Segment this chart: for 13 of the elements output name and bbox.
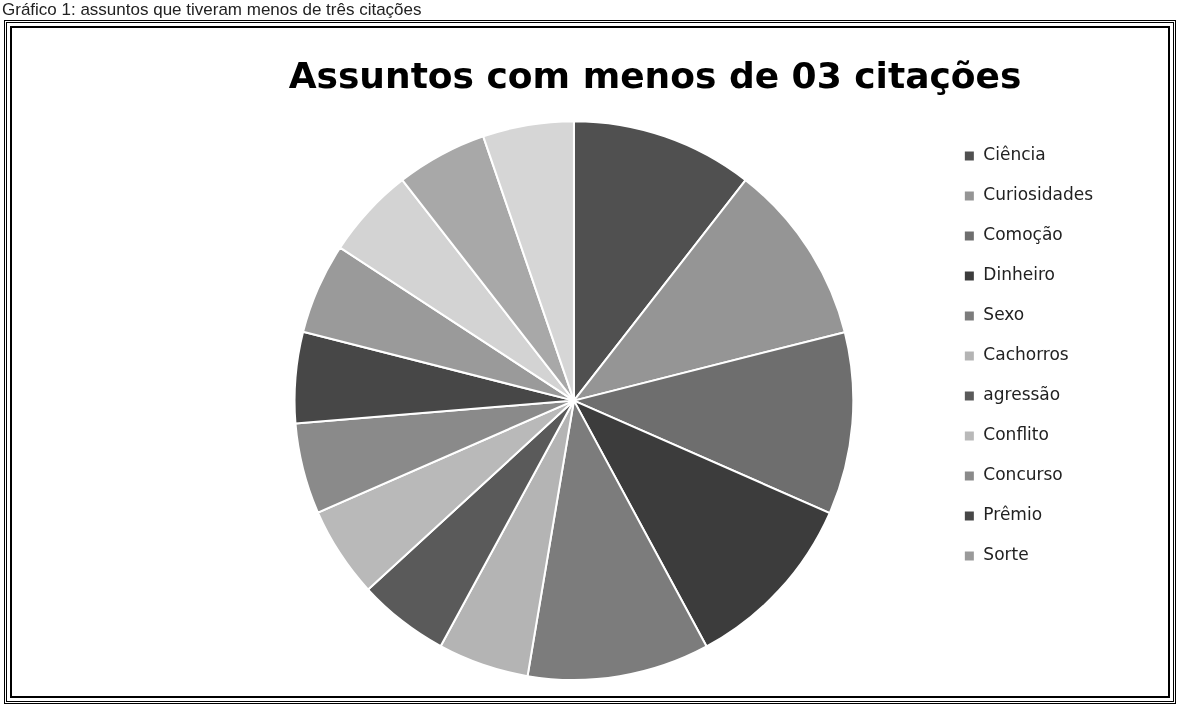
legend-label: Comoção <box>983 224 1063 245</box>
legend-label: Conflito <box>983 424 1049 445</box>
legend-label: Concurso <box>983 464 1063 485</box>
legend-label: Ciência <box>983 144 1046 165</box>
legend-label: Sorte <box>983 544 1029 565</box>
text: Gráfico 1: assuntos que tiveram menos de três citações <box>2 0 422 20</box>
legend-label: agressão <box>983 384 1061 405</box>
legend-label: Cachorros <box>983 344 1069 365</box>
legend-label: Dinheiro <box>983 264 1055 285</box>
chart-title: Assuntos com menos de 03 citações <box>288 54 1022 96</box>
legend-label: Prêmio <box>983 504 1043 525</box>
legend-label: Curiosidades <box>983 184 1094 205</box>
legend-label: Sexo <box>983 304 1025 325</box>
